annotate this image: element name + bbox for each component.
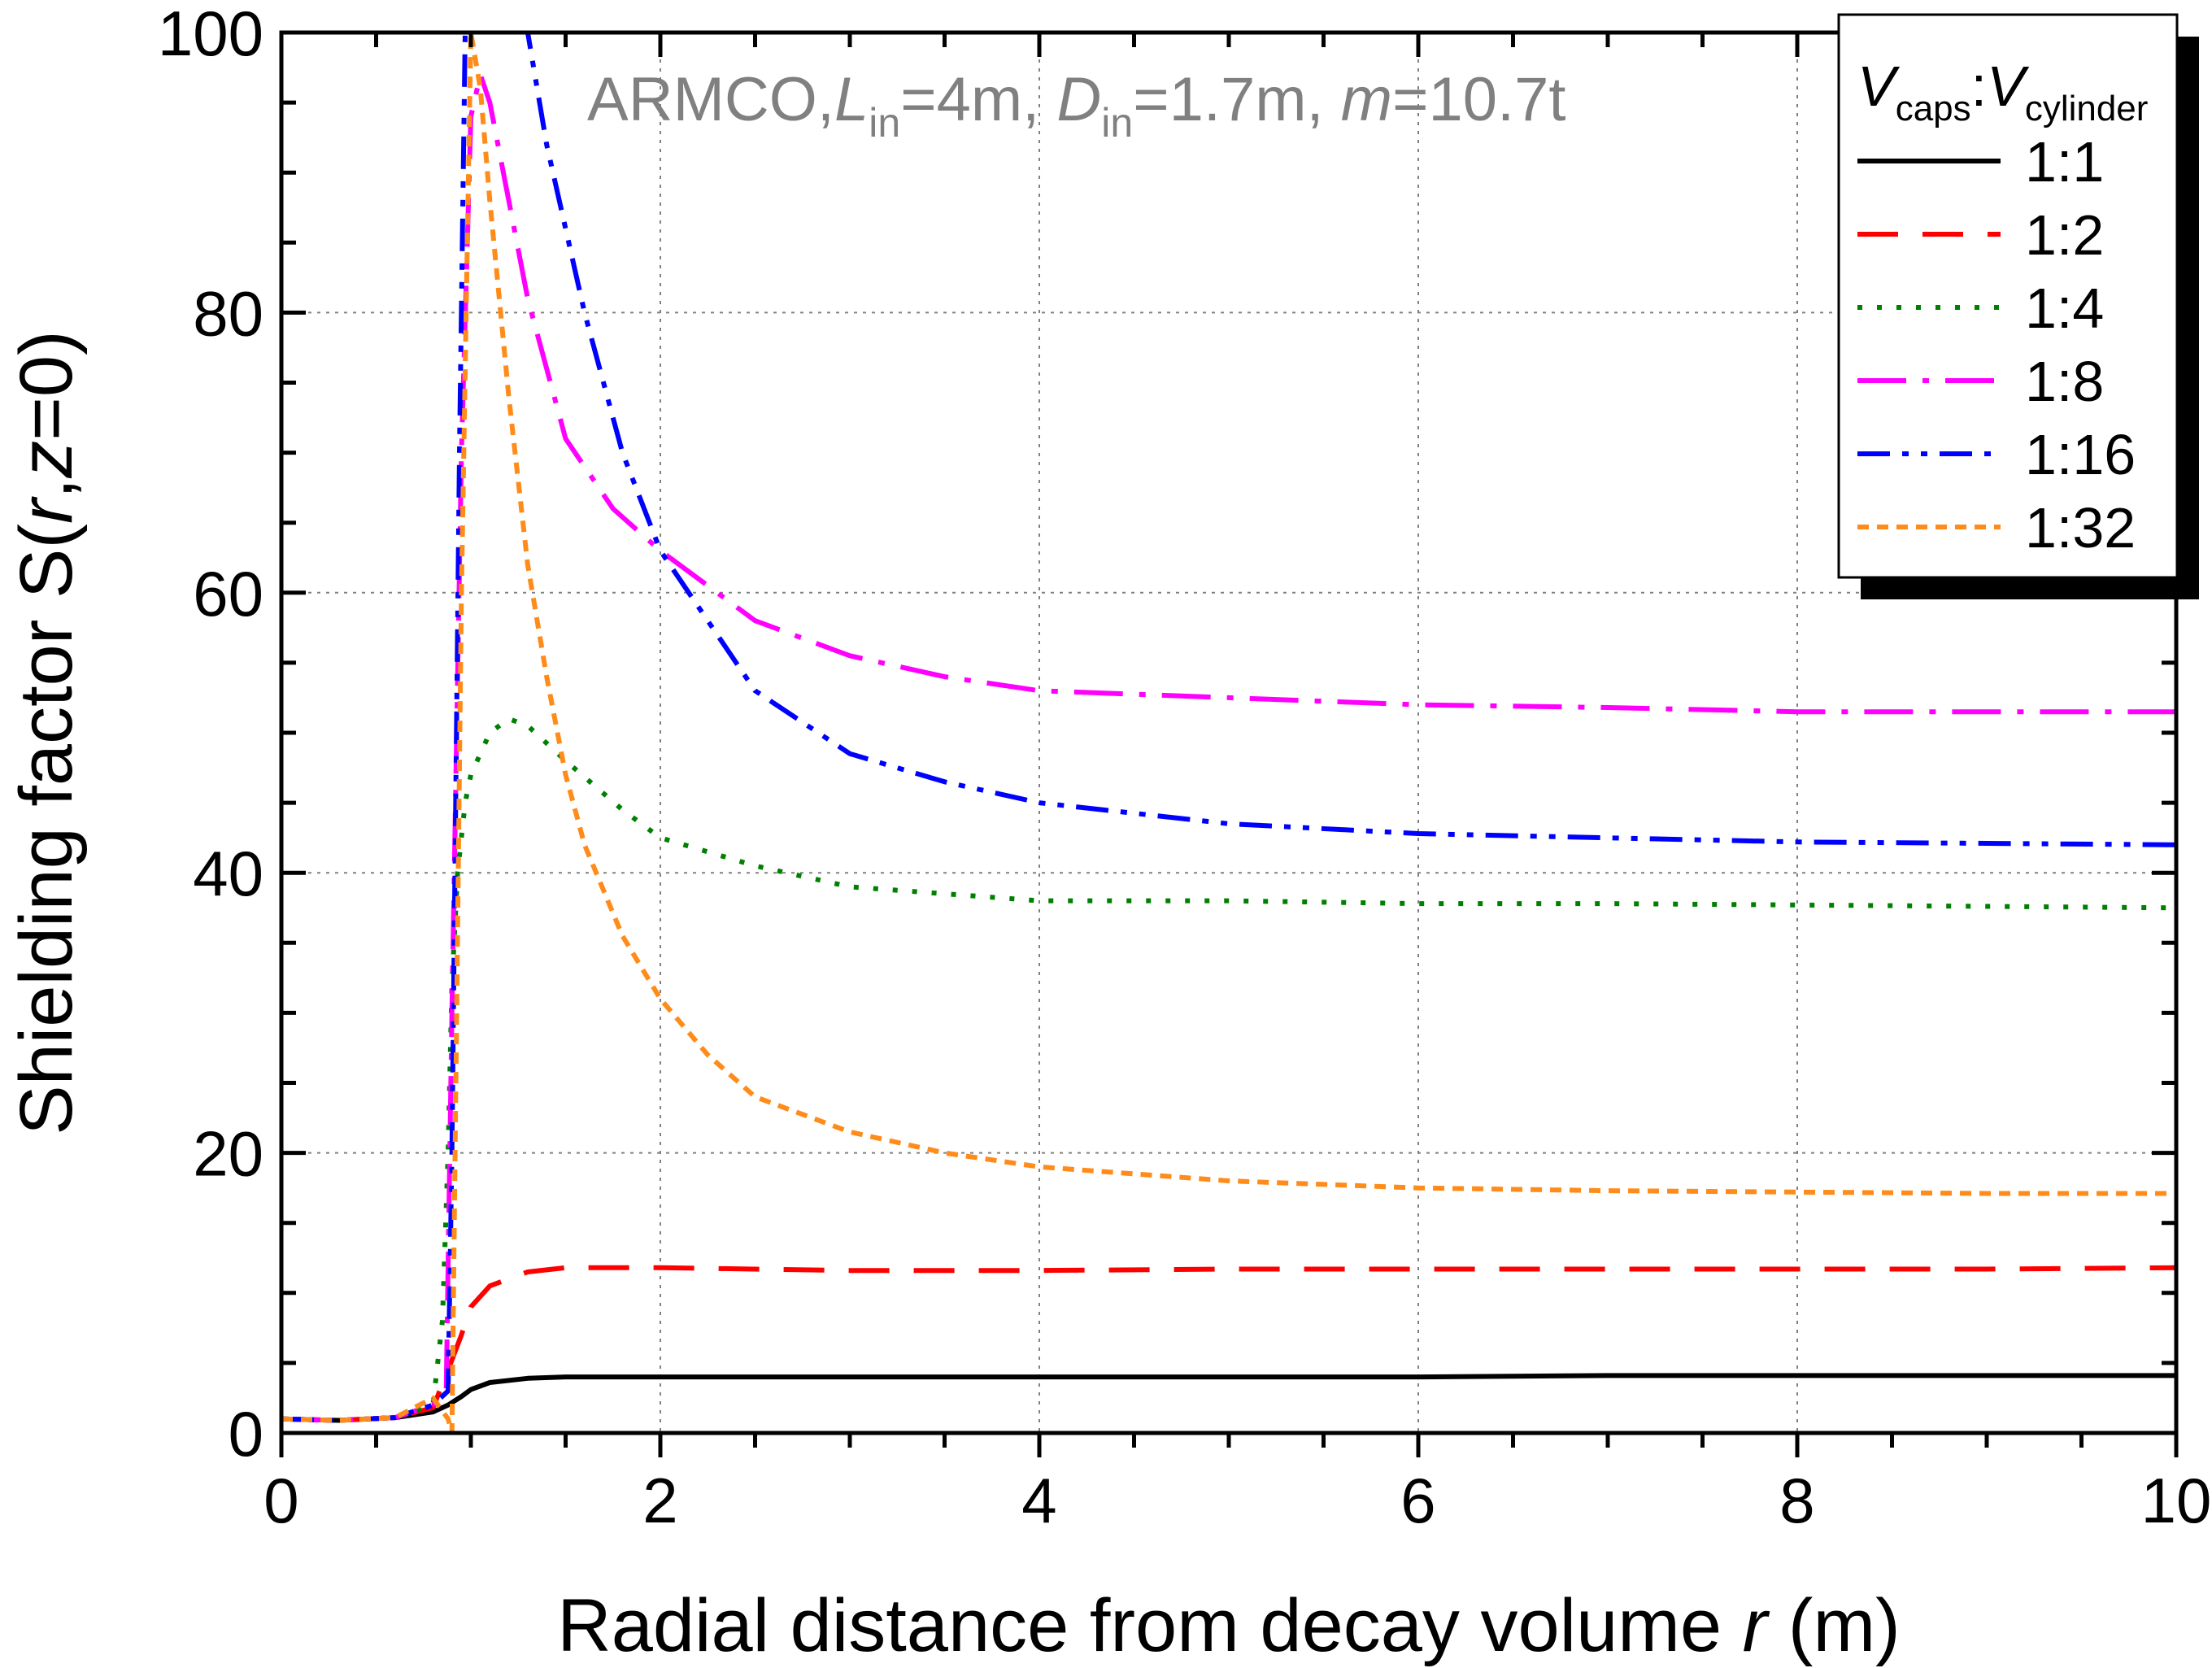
x-axis-label: Radial distance from decay volume r (m) [557,1584,1900,1667]
y-tick-label: 100 [158,0,263,69]
legend: Vcaps:Vcylinder 1:1 1:2 1:4 1:8 1:16 1:32 [1837,13,2199,599]
y-tick-label: 60 [193,558,263,629]
axis-ticks [279,30,2179,1457]
x-tick-label: 4 [1021,1465,1056,1536]
legend-title: Vcaps:Vcylinder [1857,54,2148,128]
x-tick-label: 2 [642,1465,677,1536]
x-tick-label: 10 [2141,1465,2212,1536]
chart-annotation: ARMCO,Lin=4m, Din=1.7m, m=10.7t [587,65,1566,146]
legend-label-1: 1:1 [2025,130,2104,194]
legend-label-2: 1:2 [2025,203,2104,267]
y-tick-labels: 0 20 40 60 80 100 [158,0,263,1470]
series-line-5 [281,33,2176,1423]
y-tick-label: 20 [193,1118,263,1190]
series-line-1 [281,1373,2176,1423]
y-axis-label: Shielding factor S(r,z=0) [5,330,88,1135]
y-tick-label: 40 [193,838,263,909]
x-tick-label: 0 [263,1465,298,1536]
legend-box [1837,13,2179,579]
legend-label-3: 1:4 [2025,277,2104,340]
legend-label-4: 1:8 [2025,350,2104,413]
x-tick-label: 8 [1779,1465,1814,1536]
x-tick-label: 6 [1400,1465,1435,1536]
legend-label-5: 1:16 [2025,423,2136,486]
legend-entries: 1:1 1:2 1:4 1:8 1:16 1:32 [1857,130,2136,560]
series-line-2 [281,1265,2176,1423]
y-tick-label: 0 [229,1398,263,1470]
series-line-4 [281,72,2176,1423]
series-line-6 [281,33,2176,1433]
series-layer [281,33,2176,1433]
x-tick-labels: 0 2 4 6 8 10 [263,1465,2211,1536]
y-tick-label: 80 [193,277,263,349]
series-line-3 [281,716,2176,1423]
legend-label-6: 1:32 [2025,496,2136,560]
